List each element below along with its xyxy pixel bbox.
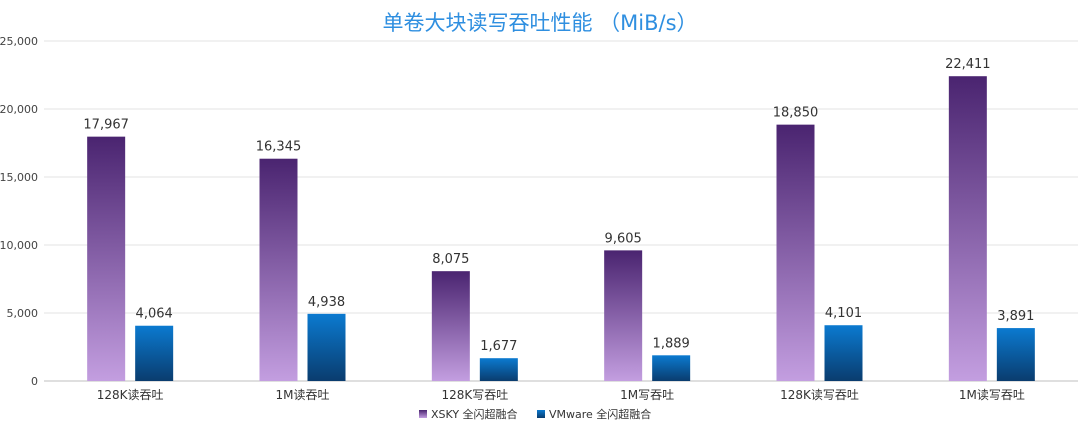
legend-label: XSKY 全闪超融合 — [431, 407, 518, 421]
data-label: 8,075 — [432, 252, 469, 267]
bar-xsky — [604, 250, 643, 381]
bars: 17,967 4,064 16,345 4,938 8,075 1,677 9,605 1,8… — [83, 57, 1035, 382]
bar-vmware — [996, 328, 1035, 381]
legend: XSKY 全闪超融合 VMware 全闪超融合 — [419, 407, 651, 421]
x-axis: 128K读吞吐 1M读吞吐 128K写吞吐 1M写吞吐 128K读写吞吐 1M读写吞吐 — [97, 388, 1025, 402]
y-tick-label: 25,000 — [0, 35, 38, 48]
data-label: 1,677 — [480, 339, 517, 354]
gridlines — [44, 40, 1078, 382]
legend-label: VMware 全闪超融合 — [549, 407, 651, 421]
bar-vmware — [135, 325, 174, 381]
data-label: 18,850 — [773, 106, 819, 121]
x-category-label: 128K读吞吐 — [97, 388, 164, 402]
y-tick-label: 0 — [31, 375, 38, 388]
bar-vmware — [479, 358, 518, 381]
data-label: 22,411 — [945, 57, 991, 72]
bar-xsky — [776, 124, 815, 381]
data-label: 1,889 — [653, 336, 690, 351]
bar-vmware — [307, 313, 346, 381]
legend-swatch — [419, 410, 427, 418]
data-label: 9,605 — [605, 231, 642, 246]
x-category-label: 128K写吞吐 — [441, 388, 508, 402]
y-tick-label: 15,000 — [0, 171, 38, 184]
x-category-label: 1M写吞吐 — [620, 388, 674, 402]
chart-title: 单卷大块读写吞吐性能 （MiB/s） — [382, 11, 697, 35]
x-category-label: 1M读吞吐 — [276, 388, 330, 402]
data-label: 4,938 — [308, 295, 345, 310]
y-tick-label: 5,000 — [7, 307, 39, 320]
data-label: 17,967 — [83, 118, 129, 133]
data-label: 16,345 — [256, 140, 302, 155]
bar-xsky — [87, 136, 126, 381]
legend-swatch — [537, 410, 545, 418]
x-category-label: 128K读写吞吐 — [780, 388, 859, 402]
data-label: 4,101 — [825, 306, 862, 321]
bar-vmware — [824, 325, 863, 381]
bar-xsky — [259, 158, 298, 381]
y-tick-label: 20,000 — [0, 103, 38, 116]
y-tick-label: 10,000 — [0, 239, 38, 252]
bar-vmware — [652, 355, 691, 381]
data-label: 4,064 — [136, 307, 173, 322]
bar-xsky — [431, 271, 470, 381]
x-category-label: 1M读写吞吐 — [959, 388, 1025, 402]
data-label: 3,891 — [997, 309, 1034, 324]
y-axis: 0 5,000 10,000 15,000 20,000 25,000 — [0, 35, 38, 388]
bar-xsky — [948, 76, 987, 382]
